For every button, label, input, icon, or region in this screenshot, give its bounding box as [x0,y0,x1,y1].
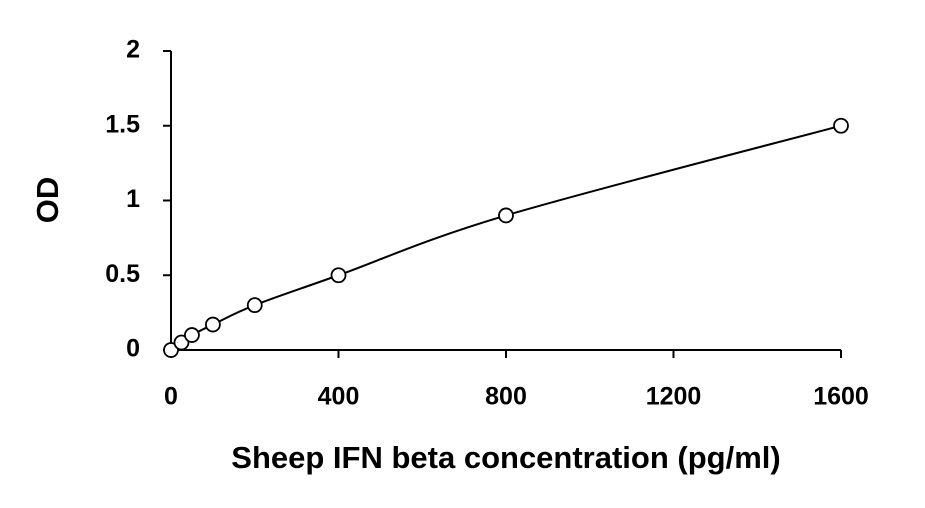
data-point [163,342,179,358]
data-point [173,334,190,351]
data-point [246,297,263,314]
data-point [498,207,514,224]
data-point [204,316,221,333]
data-point [184,327,200,343]
x-tick-label: 1600 [813,383,869,411]
data-point [330,267,347,284]
y-tick-label: 1.5 [105,110,140,138]
y-tick-label: 0.5 [105,260,140,288]
y-tick-label: 1 [126,185,140,213]
data-point [833,117,849,134]
y-tick-label: 0 [126,335,140,363]
x-tick-label: 800 [485,383,527,411]
y-tick-label: 2 [126,36,140,64]
x-axis-title: Sheep IFN beta concentration (pg/ml) [231,440,780,475]
fit-curve [170,124,842,351]
x-tick-label: 400 [318,383,360,411]
y-axis-title: OD [30,177,65,224]
x-tick-label: 1200 [646,383,702,411]
x-tick-label: 0 [164,383,178,411]
